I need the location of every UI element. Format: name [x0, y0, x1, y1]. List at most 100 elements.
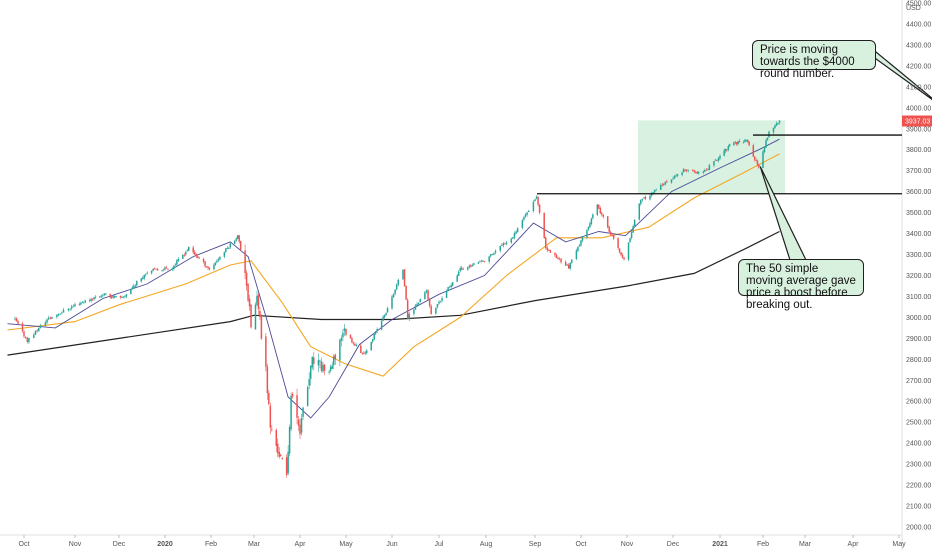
- candle-body: [320, 361, 323, 371]
- candle-body: [17, 321, 19, 324]
- candle-body: [173, 265, 175, 269]
- candle-body: [608, 226, 610, 232]
- candle-body: [733, 142, 735, 145]
- candle-body: [467, 267, 469, 270]
- y-tick-label: 2500.00: [906, 420, 931, 427]
- candle-body: [140, 278, 143, 282]
- candle-body: [49, 317, 52, 319]
- candle-body: [133, 285, 135, 288]
- candle-body: [223, 252, 226, 257]
- candle-body: [685, 170, 688, 171]
- candle-body: [313, 357, 315, 364]
- candle-body: [69, 308, 71, 310]
- candle-body: [24, 336, 27, 339]
- candle-body: [217, 259, 220, 261]
- ma-50-line: [7, 153, 780, 377]
- candle-body: [340, 337, 343, 341]
- candle-body: [623, 257, 625, 260]
- candle-body: [681, 172, 683, 175]
- candle-body: [459, 268, 461, 272]
- candle-body: [748, 141, 750, 146]
- candle-body: [141, 277, 144, 280]
- candle-body: [473, 263, 475, 265]
- candle-body: [354, 343, 356, 346]
- candle-body: [719, 155, 721, 159]
- candle-body: [81, 302, 84, 304]
- candle-body: [419, 299, 421, 303]
- candle-body: [687, 169, 689, 171]
- y-tick-label: 4200.00: [906, 63, 931, 70]
- candle-body: [664, 181, 667, 185]
- candle-body: [380, 321, 383, 330]
- candle-body: [345, 328, 347, 335]
- candle-body: [302, 407, 304, 417]
- y-tick-label: 3800.00: [906, 147, 931, 154]
- candle-body: [112, 296, 114, 298]
- candle-body: [488, 256, 490, 262]
- candle-body: [460, 267, 463, 270]
- x-tick-label: Jul: [435, 541, 444, 548]
- candle-body: [297, 419, 300, 426]
- x-tick-label: Oct: [576, 541, 587, 548]
- candle-body: [99, 296, 101, 298]
- candle-body: [383, 314, 386, 318]
- candle-body: [21, 323, 24, 332]
- candle-body: [93, 297, 95, 300]
- candle-body: [248, 298, 251, 307]
- candle-body: [413, 309, 415, 314]
- candle-body: [493, 253, 495, 255]
- candle-body: [14, 318, 16, 320]
- candle-body: [439, 301, 442, 303]
- candle-body: [373, 333, 375, 340]
- candle-body: [756, 160, 759, 165]
- candle-body: [290, 395, 292, 430]
- candle-body: [391, 296, 393, 309]
- candle-body: [130, 289, 132, 295]
- candle-body: [477, 262, 480, 264]
- candle-body: [46, 319, 48, 323]
- candle-body: [704, 170, 706, 172]
- candle-body: [311, 356, 314, 368]
- candle-body: [655, 189, 657, 191]
- candle-body: [225, 248, 227, 253]
- candle-body: [343, 328, 346, 331]
- candle-body: [544, 237, 547, 248]
- candle-body: [259, 310, 261, 317]
- candle-body: [309, 365, 312, 379]
- candle-body: [694, 172, 697, 173]
- candle-body: [207, 266, 209, 269]
- candle-body: [717, 157, 720, 161]
- candle-body: [281, 458, 283, 459]
- x-tick-label: Feb: [205, 541, 217, 548]
- candle-body: [753, 156, 756, 160]
- candle-body: [643, 197, 645, 199]
- candle-body: [193, 251, 196, 255]
- candle-body: [192, 247, 194, 253]
- candle-body: [51, 316, 53, 319]
- candle-body: [370, 342, 372, 351]
- candle-body: [275, 429, 278, 446]
- candle-body: [450, 285, 452, 287]
- candle-body: [482, 260, 484, 262]
- x-tick-label: Aug: [480, 541, 493, 548]
- candle-body: [501, 245, 503, 246]
- candle-body: [213, 264, 215, 270]
- candle-body: [260, 315, 263, 339]
- y-tick-label: 3500.00: [906, 210, 931, 217]
- candle-body: [543, 212, 545, 238]
- candle-body: [737, 141, 739, 145]
- chart-grid: [0, 0, 903, 550]
- candle-body: [554, 253, 556, 256]
- candle-body: [125, 294, 128, 297]
- candle-body: [504, 243, 506, 245]
- y-tick-label: 3000.00: [906, 315, 931, 322]
- candle-body: [549, 249, 552, 253]
- candle-body: [364, 352, 367, 354]
- candle-body: [564, 261, 567, 266]
- candle-body: [612, 235, 615, 239]
- candle-body: [317, 360, 320, 366]
- candle-body: [630, 232, 633, 238]
- candle-body: [758, 164, 760, 168]
- candle-body: [72, 305, 75, 307]
